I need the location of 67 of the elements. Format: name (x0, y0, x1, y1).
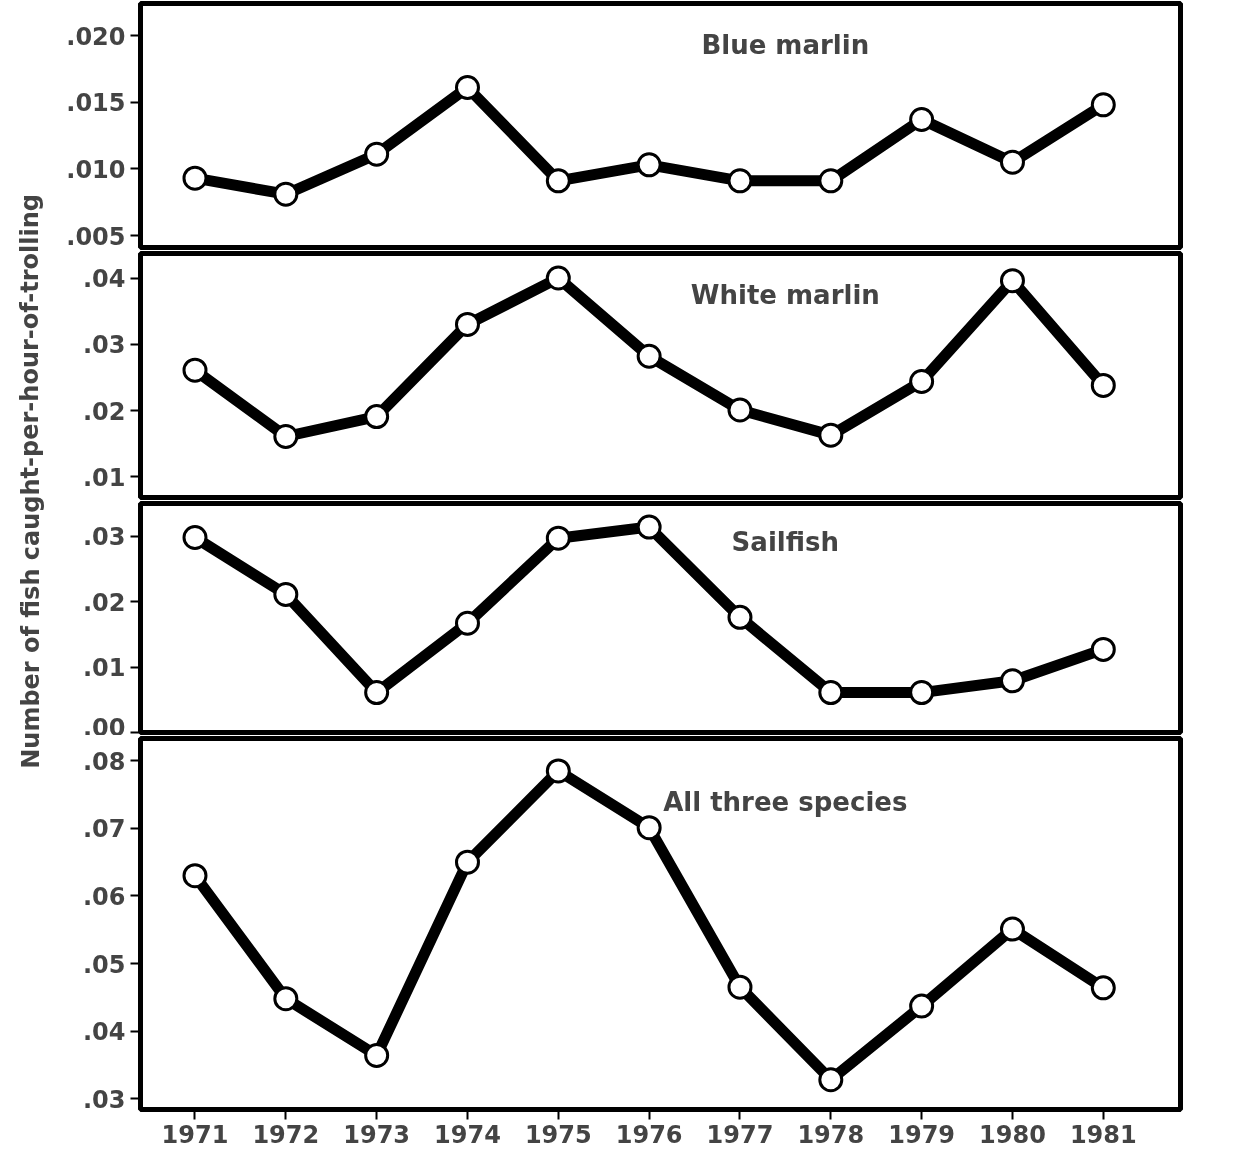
point (545, 758, 571, 784)
y-axis-title: Number of fish caught-per-hour-of-trolling (16, 194, 45, 769)
point (999, 149, 1025, 175)
point (1090, 92, 1116, 118)
y-tick-label: .03 (82, 331, 126, 360)
point (1090, 372, 1116, 398)
x-tick-label: 1980 (979, 1120, 1046, 1149)
point (636, 815, 662, 841)
point (364, 1042, 390, 1068)
x-tick-label: 1979 (888, 1120, 956, 1149)
y-tick-label: .01 (82, 654, 126, 683)
point (273, 986, 299, 1012)
point (909, 368, 935, 394)
point (727, 974, 753, 1000)
point (454, 311, 480, 337)
text: All three species (663, 786, 908, 817)
point (545, 265, 571, 291)
y-tick-label: .05 (82, 950, 126, 979)
x-tick-label: 1974 (434, 1120, 501, 1149)
y-tick-label: .02 (82, 588, 126, 617)
y-tick-label: .01 (82, 463, 126, 492)
point (636, 343, 662, 369)
y-tick-label: .010 (66, 155, 126, 184)
x-tick-label: 1977 (706, 1120, 774, 1149)
y-tick-label: .04 (82, 1018, 126, 1047)
y-tick-label: .00 (82, 713, 126, 742)
point (1090, 975, 1116, 1001)
point (182, 863, 208, 889)
x-tick-label: 1975 (524, 1120, 592, 1149)
y-tick-label: .06 (82, 882, 126, 911)
y-tick-label: .08 (82, 747, 126, 776)
x-tick-label: 1973 (343, 1120, 411, 1149)
point (999, 916, 1025, 942)
point (818, 1067, 844, 1093)
point (364, 141, 390, 167)
x-tick-label: 1978 (797, 1120, 865, 1149)
x-tick-label: 1971 (161, 1120, 229, 1149)
y-tick-label: .005 (66, 222, 126, 251)
y-tick-label: .04 (82, 265, 126, 294)
y-tick-label: .07 (82, 815, 126, 844)
point (182, 357, 208, 383)
point (454, 849, 480, 875)
text: Sailfish (731, 527, 839, 558)
point (909, 107, 935, 132)
x-tick-label: 1972 (252, 1120, 320, 1149)
point (818, 422, 844, 448)
point (454, 75, 480, 100)
y-tick-label: .02 (82, 397, 126, 426)
y-tick-label: .015 (66, 89, 126, 118)
point (364, 404, 390, 430)
point (545, 168, 571, 194)
x-tick-label: 1976 (615, 1120, 683, 1149)
x-tick-label: 1981 (1069, 1120, 1137, 1149)
y-tick-label: .03 (82, 1085, 126, 1114)
point (909, 993, 935, 1019)
point (273, 424, 299, 449)
point (182, 165, 208, 191)
point (818, 168, 844, 194)
point (999, 268, 1025, 294)
text: Blue marlin (701, 29, 870, 60)
y-tick-label: .03 (82, 523, 126, 552)
point (727, 168, 753, 194)
point (727, 397, 753, 423)
text: White marlin (690, 279, 880, 310)
y-tick-label: .020 (66, 22, 126, 51)
point (636, 152, 662, 178)
point (273, 181, 299, 207)
